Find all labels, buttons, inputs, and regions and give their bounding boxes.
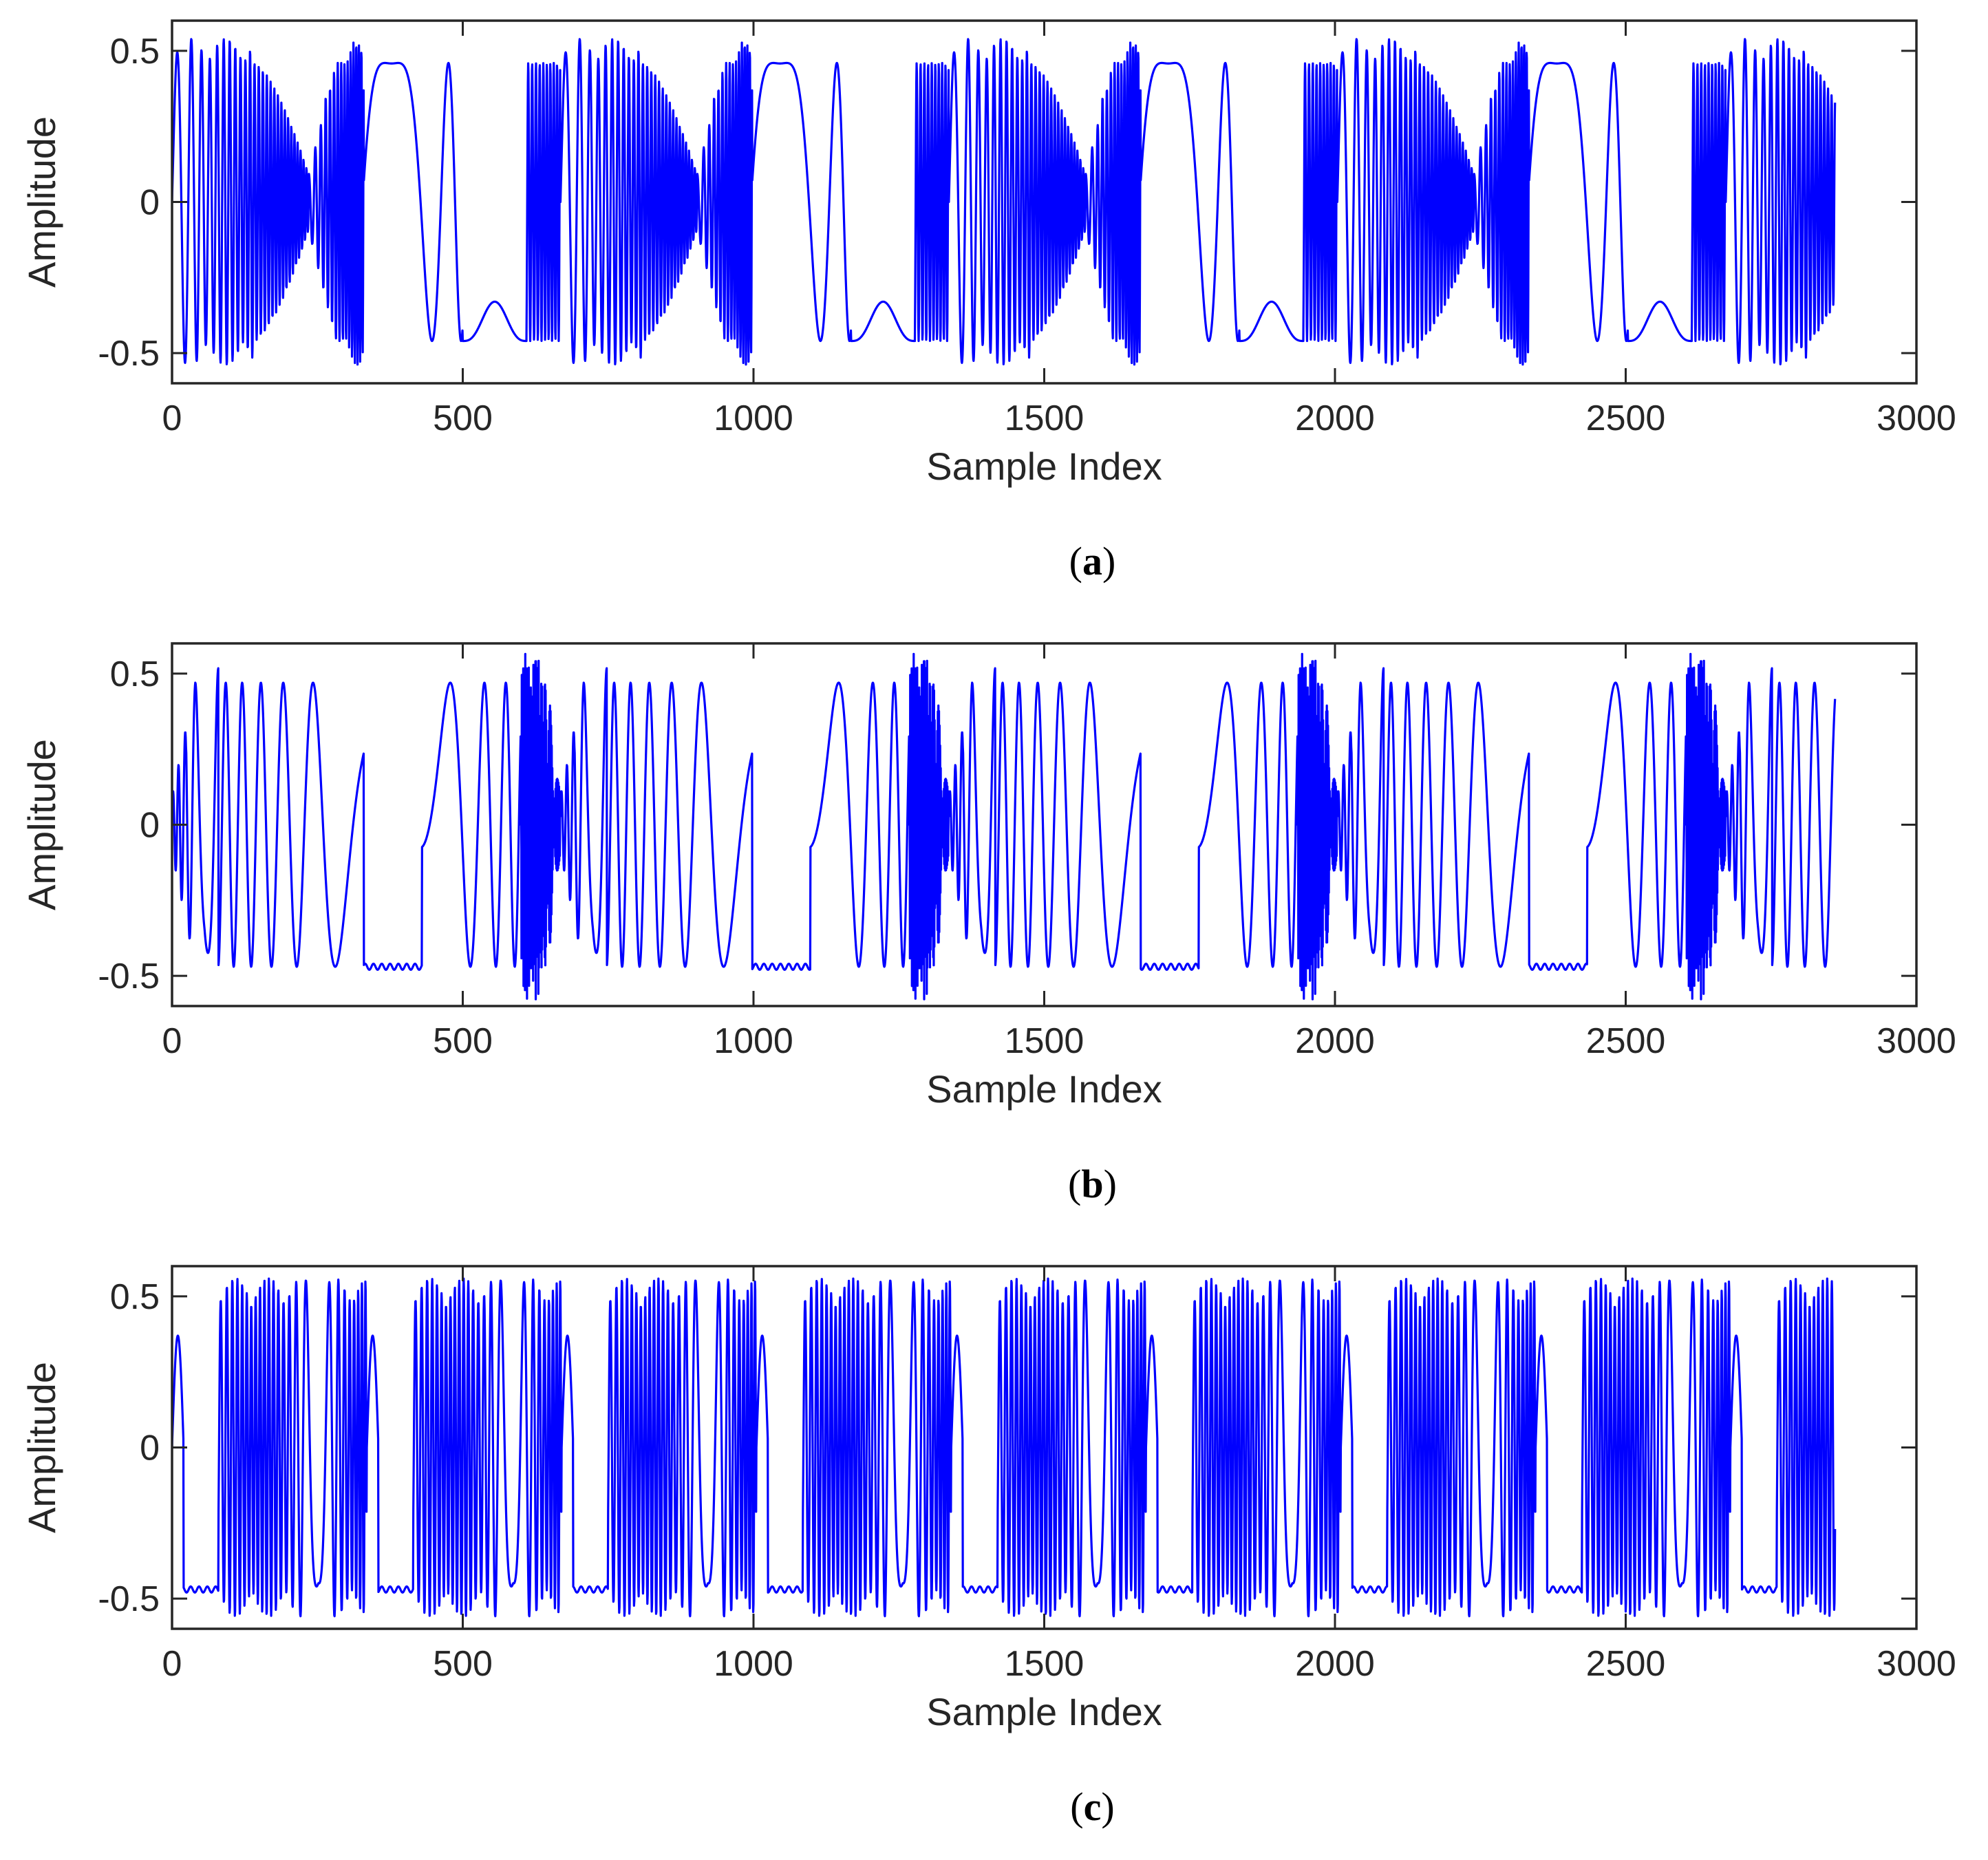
panel-caption-a: (a) bbox=[1069, 539, 1116, 584]
panel-caption-b: (b) bbox=[1068, 1162, 1117, 1206]
x-tick-label: 1500 bbox=[1005, 398, 1084, 438]
x-axis-label: Sample Index bbox=[926, 1067, 1162, 1111]
signal-line-a bbox=[172, 38, 1837, 366]
x-tick-label: 2500 bbox=[1586, 1021, 1666, 1061]
y-tick-label: 0 bbox=[140, 806, 160, 846]
x-axis-label: Sample Index bbox=[926, 1690, 1162, 1733]
x-tick-label: 1000 bbox=[714, 398, 793, 438]
x-tick-label: 2500 bbox=[1586, 398, 1666, 438]
y-tick-label: -0.5 bbox=[98, 334, 160, 374]
x-tick-label: 0 bbox=[162, 398, 182, 438]
x-tick-label: 2000 bbox=[1295, 398, 1375, 438]
y-tick-label: 0 bbox=[140, 183, 160, 223]
y-tick-label: -0.5 bbox=[98, 956, 160, 996]
y-tick-label: 0.5 bbox=[110, 1277, 160, 1317]
x-tick-label: 1000 bbox=[714, 1644, 793, 1684]
y-axis-label: Amplitude bbox=[20, 739, 63, 910]
x-tick-label: 0 bbox=[162, 1644, 182, 1684]
x-tick-label: 1500 bbox=[1005, 1021, 1084, 1061]
x-tick-label: 500 bbox=[433, 398, 493, 438]
x-tick-label: 0 bbox=[162, 1021, 182, 1061]
x-tick-label: 1500 bbox=[1005, 1644, 1084, 1684]
x-axis-label: Sample Index bbox=[926, 445, 1162, 488]
y-axis-label: Amplitude bbox=[20, 116, 63, 288]
x-tick-label: 2000 bbox=[1295, 1644, 1375, 1684]
x-tick-label: 3000 bbox=[1877, 398, 1956, 438]
x-tick-label: 2000 bbox=[1295, 1021, 1375, 1061]
y-tick-label: 0 bbox=[140, 1429, 160, 1468]
x-tick-label: 3000 bbox=[1877, 1021, 1956, 1061]
x-tick-label: 3000 bbox=[1877, 1644, 1956, 1684]
x-tick-label: 1000 bbox=[714, 1021, 793, 1061]
y-tick-label: 0.5 bbox=[110, 654, 160, 694]
panel-caption-c: (c) bbox=[1070, 1784, 1114, 1829]
y-axis-label: Amplitude bbox=[20, 1362, 63, 1533]
signal-line-b bbox=[172, 652, 1837, 1001]
y-tick-label: -0.5 bbox=[98, 1579, 160, 1619]
signal-line-c bbox=[172, 1277, 1837, 1618]
x-tick-label: 500 bbox=[433, 1021, 493, 1061]
x-tick-label: 500 bbox=[433, 1644, 493, 1684]
y-tick-label: 0.5 bbox=[110, 32, 160, 72]
x-tick-label: 2500 bbox=[1586, 1644, 1666, 1684]
